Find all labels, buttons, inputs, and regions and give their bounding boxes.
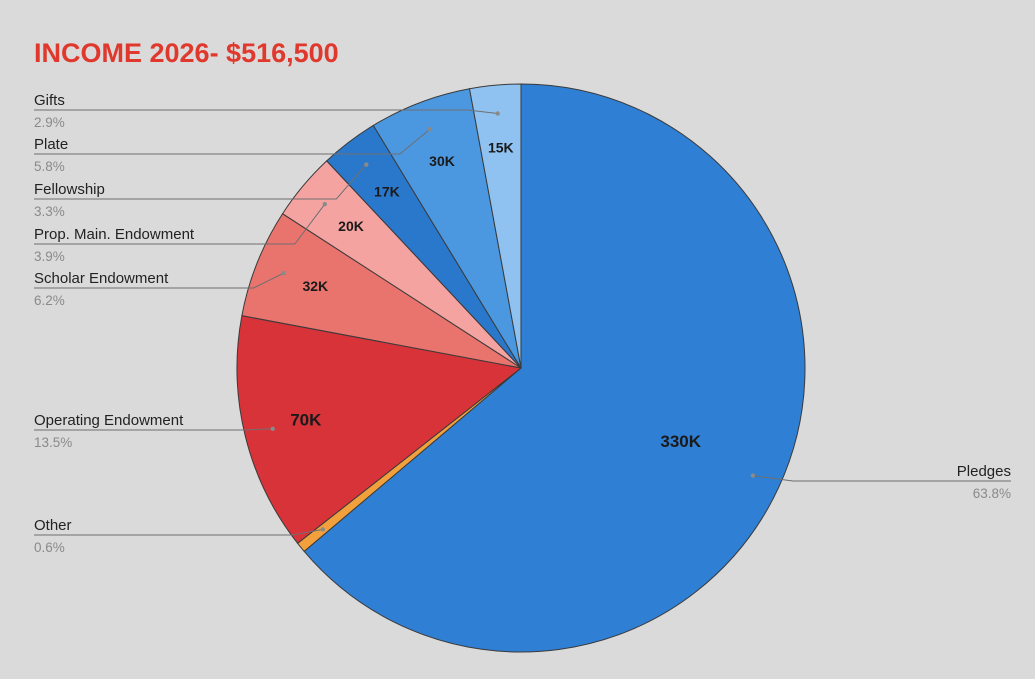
category-label-plate: Plate	[34, 136, 68, 153]
category-label-pledges: Pledges	[957, 463, 1011, 480]
slice-pledges	[303, 83, 806, 653]
percent-label-fellowship: 3.3%	[34, 204, 65, 219]
leader-lines	[34, 109, 1011, 536]
category-label-fellowship: Fellowship	[34, 181, 105, 198]
data-label-plate: 30K	[429, 153, 455, 169]
leader-line-fellowship	[34, 164, 367, 200]
category-label-operating-endowment: Operating Endowment	[34, 412, 184, 429]
leader-line-scholar-endowment	[34, 272, 284, 289]
data-label-pledges: 330K	[660, 432, 701, 451]
data-label-prop-main-endowment: 20K	[338, 218, 364, 234]
leader-line-gifts	[34, 109, 498, 114]
percent-label-operating-endowment: 13.5%	[34, 435, 72, 450]
leader-dot-scholar-endowment	[281, 271, 286, 276]
leader-dot-plate	[427, 127, 433, 132]
data-label-operating-endowment: 70K	[290, 411, 322, 430]
data-label-gifts: 15K	[488, 139, 514, 155]
category-label-prop-main-endowment: Prop. Main. Endowment	[34, 226, 195, 243]
percent-label-gifts: 2.9%	[34, 115, 65, 130]
pie-slices	[236, 83, 806, 653]
slice-operating-endowment	[236, 315, 523, 545]
percent-label-other: 0.6%	[34, 540, 65, 555]
leader-line-pledges	[752, 475, 1011, 482]
percent-label-scholar-endowment: 6.2%	[34, 293, 65, 308]
leader-line-plate	[34, 128, 431, 155]
data-label-scholar-endowment: 32K	[302, 278, 328, 294]
leader-line-prop-main-endowment	[34, 203, 326, 245]
percent-label-plate: 5.8%	[34, 159, 65, 174]
leader-dot-other	[320, 527, 325, 532]
leader-dot-gifts	[495, 111, 500, 116]
slice-gifts	[468, 83, 522, 369]
category-label-scholar-endowment: Scholar Endowment	[34, 270, 169, 287]
category-label-gifts: Gifts	[34, 92, 65, 109]
data-label-fellowship: 17K	[374, 184, 400, 200]
leader-dot-fellowship	[364, 162, 369, 167]
category-label-other: Other	[34, 517, 72, 534]
chart-title: INCOME 2026- $516,500	[34, 38, 339, 68]
leader-dot-pledges	[750, 473, 756, 478]
slice-labels: 330K Pledges 63.8% Other 0.6% 70K Operating En…	[34, 92, 1011, 555]
percent-label-pledges: 63.8%	[973, 486, 1011, 501]
leader-line-operating-endowment	[34, 428, 273, 431]
percent-label-prop-main-endowment: 3.9%	[34, 249, 65, 264]
leader-dot-prop-main-endowment	[322, 202, 327, 207]
leader-line-other	[34, 528, 323, 536]
leader-dot-operating-endowment	[270, 426, 275, 431]
